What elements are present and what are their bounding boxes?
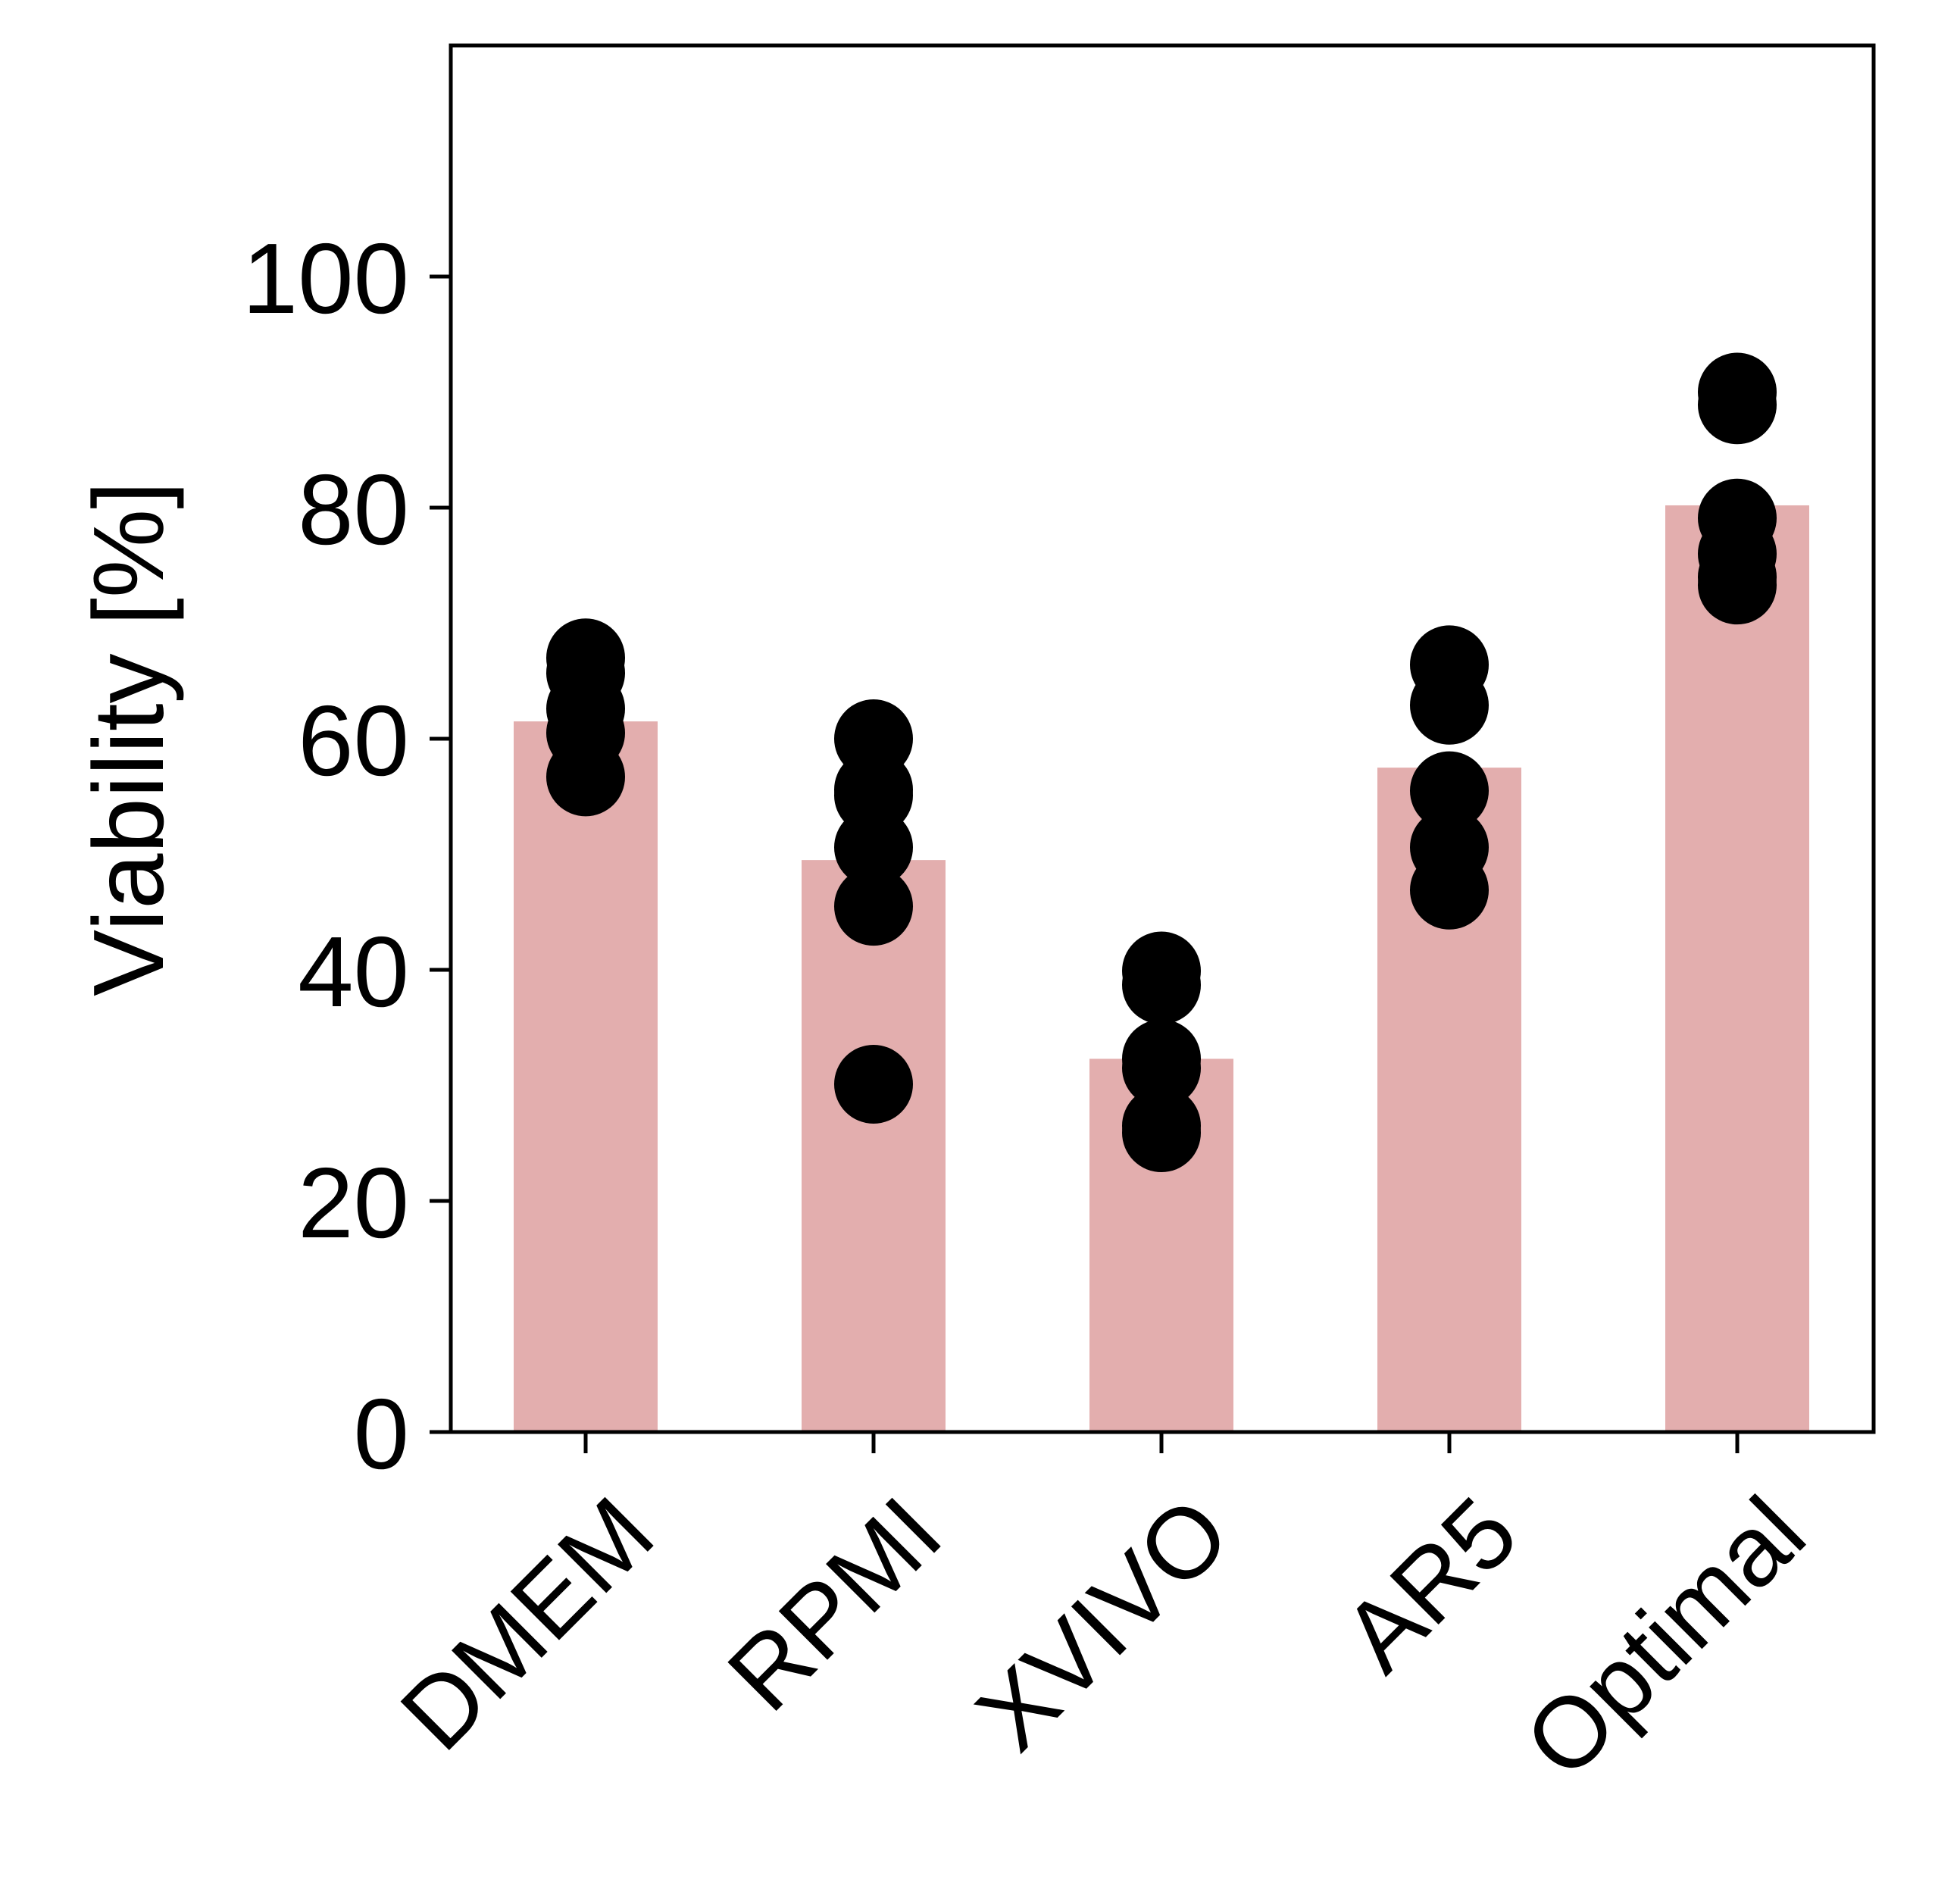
point-xvivo-2 (1122, 1086, 1201, 1165)
point-xvivo-4 (1122, 1019, 1201, 1099)
point-ar5-5 (1410, 625, 1489, 705)
point-optimal-4 (1698, 478, 1777, 558)
x-tick-label: AR5 (1322, 1476, 1539, 1693)
y-axis-title: Viability [%] (73, 481, 184, 996)
bar-optimal (1665, 505, 1809, 1433)
x-tick-label: Optimal (1504, 1476, 1827, 1799)
y-tick-label: 100 (242, 223, 409, 334)
point-rpmi-6 (834, 699, 913, 778)
y-tick-label: 80 (298, 454, 409, 565)
point-rpmi-2 (834, 867, 913, 946)
bar-rpmi (802, 860, 946, 1432)
x-tick-label: XVIVO (955, 1476, 1250, 1771)
y-tick-label: 0 (354, 1378, 409, 1490)
point-optimal-6 (1698, 352, 1777, 432)
point-ar5-2 (1410, 808, 1489, 887)
data-points (546, 352, 1777, 1173)
y-tick-label: 40 (298, 916, 409, 1027)
bar-dmem (514, 721, 658, 1432)
y-tick-label: 60 (298, 685, 409, 796)
point-ar5-3 (1410, 751, 1489, 830)
point-rpmi-1 (834, 1044, 913, 1124)
x-tick-label: DMEM (380, 1476, 674, 1771)
y-tick-label: 20 (298, 1147, 409, 1259)
x-tick-label: RPMI (707, 1476, 962, 1731)
y-axis: 0 20 40 60 80 100 (242, 223, 451, 1490)
point-xvivo-6 (1122, 931, 1201, 1011)
point-dmem-5 (546, 618, 625, 698)
